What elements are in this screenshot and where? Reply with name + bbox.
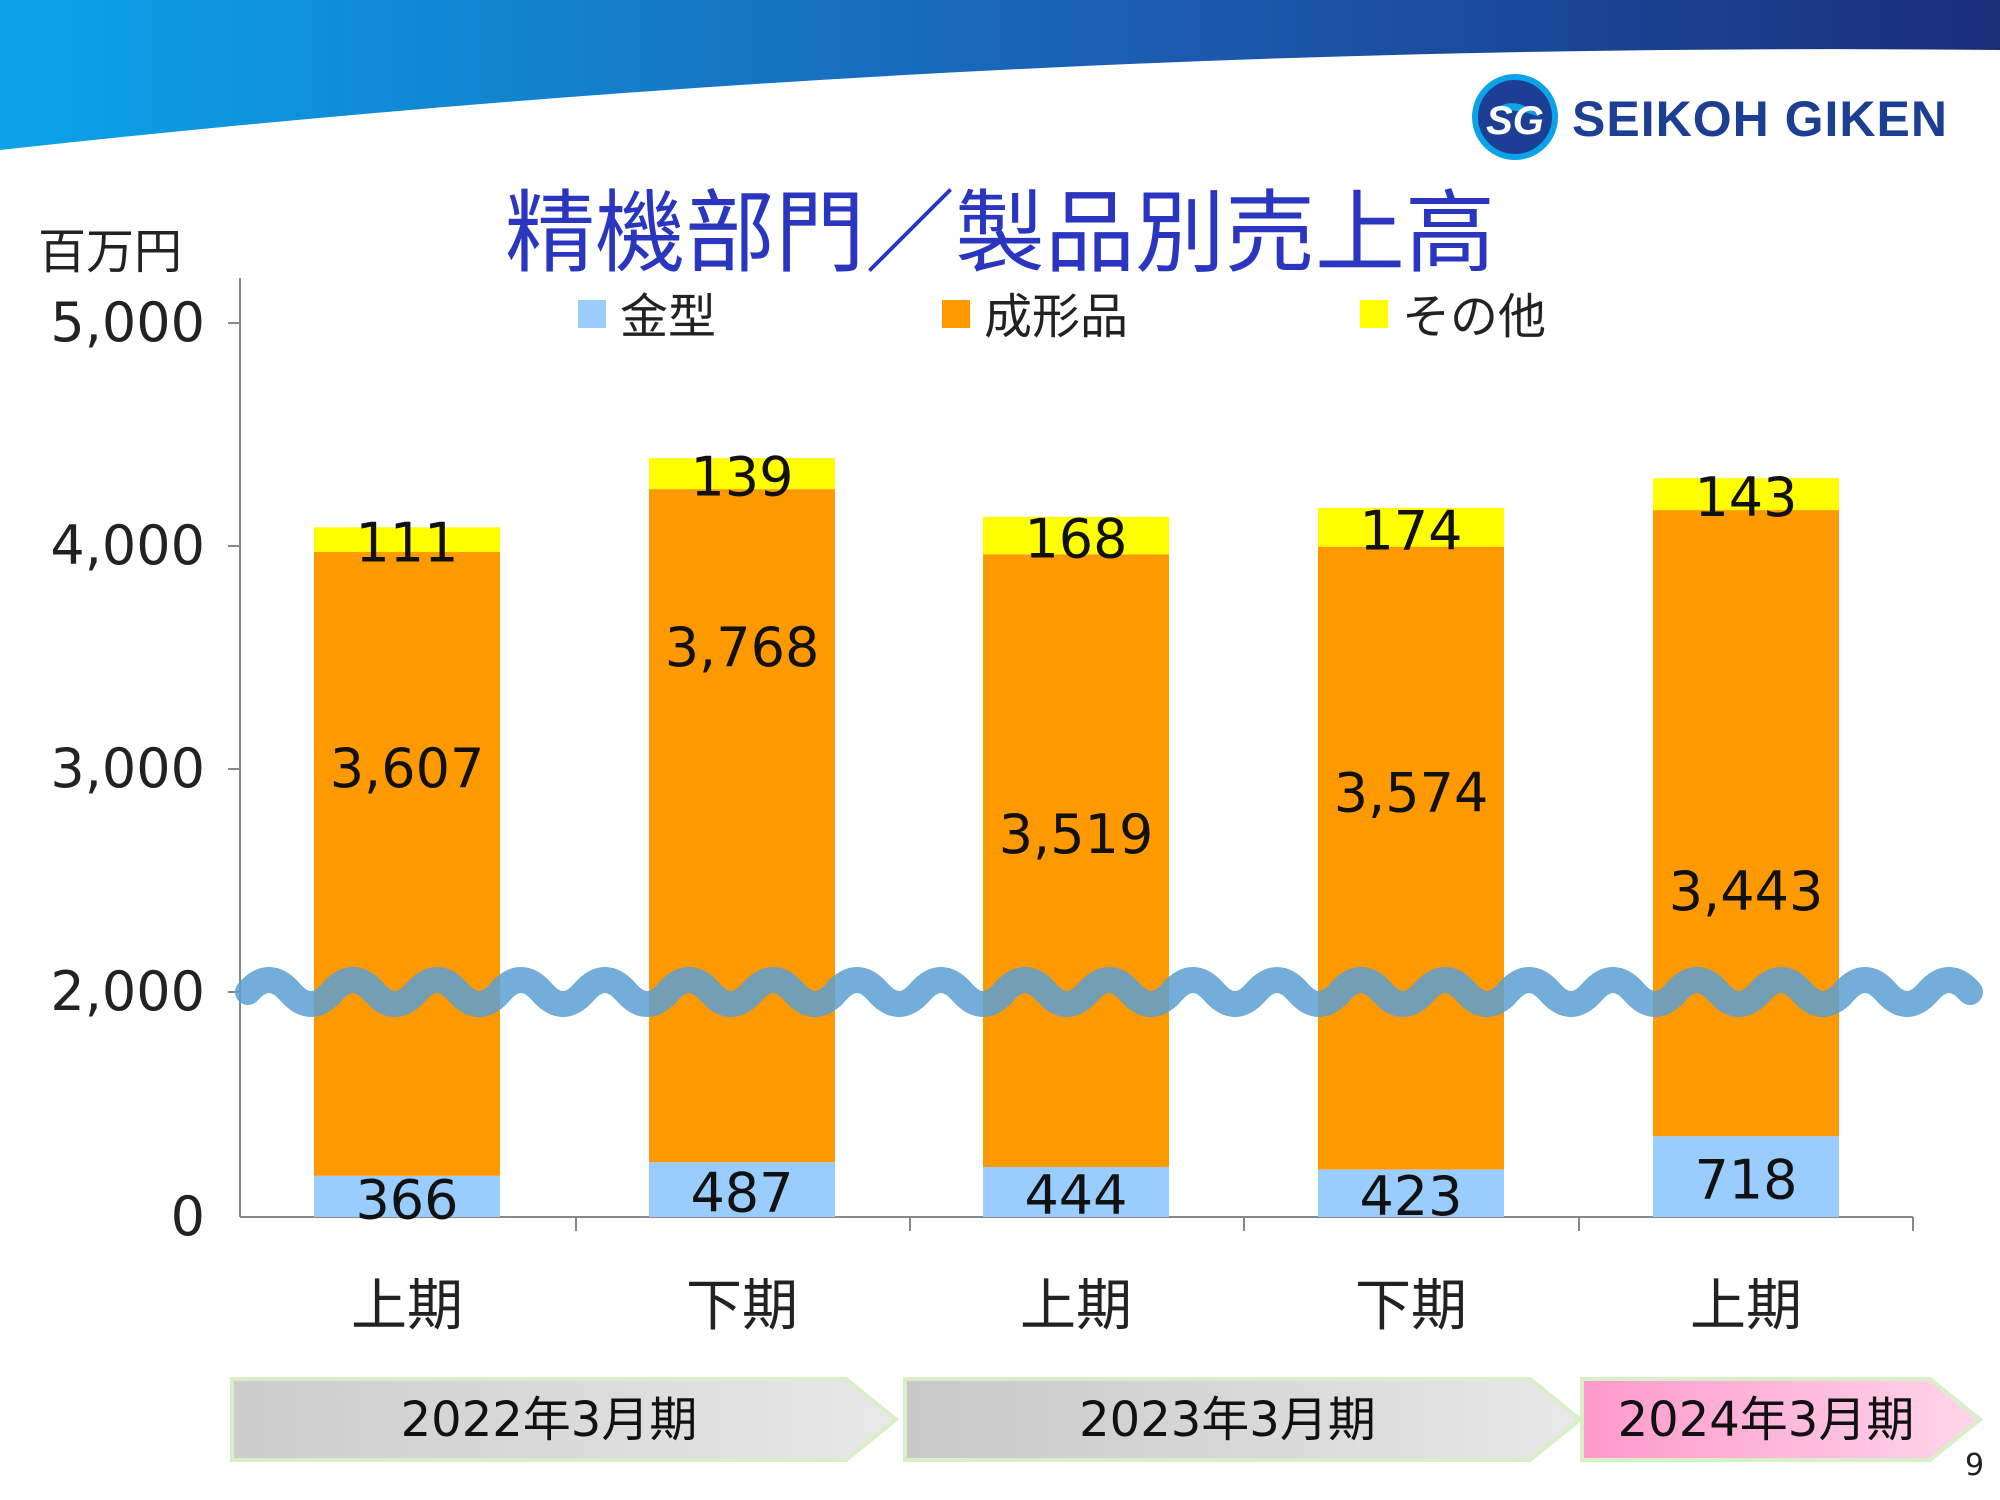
- x-category-label: 上期: [351, 1274, 463, 1339]
- value-label-other: 111: [355, 512, 458, 575]
- axis-break-wave: [235, 967, 1983, 1017]
- value-label-seikeihin: 3,519: [999, 803, 1154, 866]
- slide-title: 精機部門／製品別売上高: [505, 181, 1495, 286]
- value-label-other: 174: [1359, 499, 1462, 562]
- value-label-seikeihin: 3,768: [665, 616, 820, 679]
- value-label-other: 143: [1694, 466, 1797, 529]
- bar-seikeihin: [314, 552, 500, 1176]
- x-category-label: 下期: [1355, 1274, 1467, 1339]
- bar-kanagata: [1318, 1169, 1504, 1217]
- bar-other: [1318, 507, 1504, 547]
- page-number: 9: [1965, 1448, 1985, 1483]
- value-label-other: 139: [690, 446, 793, 509]
- bar-kanagata: [983, 1167, 1169, 1217]
- bar-other: [983, 516, 1169, 555]
- bar-other: [1653, 478, 1839, 511]
- value-label-seikeihin: 3,574: [1334, 762, 1489, 825]
- fiscal-year-label: 2023年3月期: [1079, 1392, 1376, 1448]
- bar-kanagata: [649, 1162, 835, 1217]
- bar-other: [649, 458, 835, 490]
- value-label-kanagata: 487: [690, 1162, 793, 1225]
- bar-other: [314, 527, 500, 553]
- fiscal-year-band: [230, 1377, 900, 1462]
- value-label-kanagata: 718: [1694, 1149, 1797, 1212]
- legend-swatch-seikeihin: [942, 300, 970, 328]
- fiscal-year-label: 2022年3月期: [401, 1392, 698, 1448]
- value-label-kanagata: 366: [355, 1168, 458, 1231]
- legend-swatch-other: [1360, 300, 1388, 328]
- y-axis-unit-label: 百万円: [38, 224, 183, 280]
- y-tick-label: 0: [171, 1185, 205, 1248]
- x-category-label: 上期: [1020, 1274, 1132, 1339]
- y-tick-label: 2,000: [50, 960, 205, 1023]
- legend-swatch-kanagata: [578, 300, 606, 328]
- value-label-seikeihin: 3,443: [1669, 860, 1824, 923]
- x-category-label: 下期: [686, 1274, 798, 1339]
- logo-text: SEIKOH GIKEN: [1572, 91, 1948, 147]
- logo-icon: SG: [1472, 74, 1558, 160]
- bar-kanagata: [1653, 1136, 1839, 1217]
- y-tick-label: 3,000: [50, 737, 205, 800]
- legend-label-other: その他: [1402, 289, 1546, 345]
- fiscal-year-band: [903, 1377, 1584, 1462]
- y-tick-label: 4,000: [50, 514, 205, 577]
- header-band: [0, 0, 2000, 150]
- bar-seikeihin: [1318, 546, 1504, 1170]
- logo-mark: SG: [1486, 99, 1544, 143]
- fiscal-year-label: 2024年3月期: [1618, 1392, 1915, 1448]
- bar-seikeihin: [983, 554, 1169, 1168]
- legend-label-kanagata: 金型: [620, 289, 716, 345]
- legend-label-seikeihin: 成形品: [984, 289, 1128, 345]
- fiscal-year-band: [1580, 1377, 1984, 1462]
- value-label-kanagata: 423: [1359, 1165, 1462, 1228]
- bar-kanagata: [314, 1175, 500, 1217]
- value-label-other: 168: [1024, 508, 1127, 571]
- value-label-kanagata: 444: [1024, 1164, 1127, 1227]
- x-category-label: 上期: [1690, 1274, 1802, 1339]
- bar-seikeihin: [1653, 510, 1839, 1137]
- bar-seikeihin: [649, 489, 835, 1163]
- value-label-seikeihin: 3,607: [330, 737, 485, 800]
- y-tick-label: 5,000: [50, 291, 205, 354]
